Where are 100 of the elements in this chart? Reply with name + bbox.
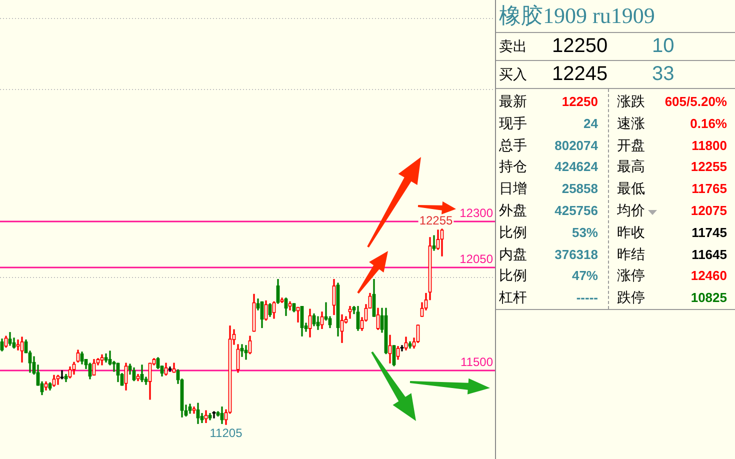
candlestick xyxy=(56,374,60,385)
candlestick xyxy=(384,308,388,354)
candlestick xyxy=(116,362,120,382)
text: 605/5.20% xyxy=(664,94,727,109)
candlestick xyxy=(240,344,244,357)
candlestick xyxy=(312,313,316,326)
candlestick xyxy=(204,410,208,424)
text: 涨跌 xyxy=(617,93,645,111)
candlestick xyxy=(332,278,336,316)
text: 53% xyxy=(572,224,598,240)
candlestick xyxy=(188,404,192,414)
candlestick xyxy=(112,360,116,372)
candlestick xyxy=(340,314,344,343)
text: 33 xyxy=(652,63,674,86)
candlestick xyxy=(100,354,104,366)
candlestick xyxy=(268,303,272,317)
text: 12250 xyxy=(562,94,598,109)
candlestick xyxy=(280,298,284,303)
candlestick xyxy=(296,306,300,322)
text: 比例 xyxy=(499,224,527,242)
candlestick xyxy=(124,362,128,390)
candlestick xyxy=(164,362,168,376)
text: 24 xyxy=(584,116,598,131)
candlestick xyxy=(132,367,136,382)
candlestick xyxy=(64,374,68,382)
candlestick xyxy=(104,353,108,363)
candlestick xyxy=(388,334,392,364)
candlestick xyxy=(252,294,256,332)
text: 10825 xyxy=(690,290,727,306)
candlestick xyxy=(76,350,80,363)
text: 昨收 xyxy=(617,224,645,242)
text: 11765 xyxy=(692,181,727,196)
text: 11800 xyxy=(692,138,727,153)
candlestick xyxy=(52,374,56,387)
candlestick xyxy=(260,301,264,328)
candlestick xyxy=(92,359,96,376)
candlestick xyxy=(336,282,340,336)
candlestick xyxy=(88,362,92,380)
candlestick xyxy=(320,312,324,329)
candlestick xyxy=(400,345,404,352)
text: 12250 xyxy=(552,35,608,58)
text: 涨停 xyxy=(617,267,645,286)
candlestick xyxy=(48,382,52,390)
text: 现手 xyxy=(499,114,527,133)
candlestick xyxy=(284,298,288,316)
candlestick xyxy=(248,336,252,354)
text: 开盘 xyxy=(617,136,645,155)
text: ----- xyxy=(576,290,598,306)
candlestick xyxy=(356,306,360,331)
text: 11645 xyxy=(692,246,727,262)
text: 11745 xyxy=(692,224,727,240)
text: 持仓 xyxy=(499,158,527,176)
candlestick xyxy=(136,374,140,382)
text: 杠杆 xyxy=(499,289,527,308)
candlestick xyxy=(212,411,216,418)
candlestick xyxy=(408,341,412,349)
candlestick xyxy=(60,370,64,380)
ref-line-label: 11500 xyxy=(460,354,494,369)
text: 25858 xyxy=(562,181,598,196)
text: 跌停 xyxy=(617,289,645,308)
candlestick xyxy=(272,301,276,319)
candlestick xyxy=(316,316,320,330)
candlestick xyxy=(432,235,436,251)
candlestick xyxy=(308,308,312,338)
text: 橡胶1909 ru1909 xyxy=(496,0,735,33)
text: 最新 xyxy=(499,93,527,111)
ref-line-label: 12050 xyxy=(460,252,494,266)
candlestick xyxy=(4,336,8,348)
text: 802074 xyxy=(554,138,598,153)
text: 均价 xyxy=(617,202,645,220)
candlestick xyxy=(396,346,400,360)
text: 425756 xyxy=(554,203,598,218)
text: 内盘 xyxy=(499,246,527,264)
text: 12460 xyxy=(690,268,727,284)
candlestick xyxy=(376,308,380,330)
candlestick xyxy=(156,357,160,370)
candlestick xyxy=(404,336,408,350)
candlestick xyxy=(292,303,296,312)
candlestick xyxy=(20,336,24,363)
text: 总手 xyxy=(499,136,527,155)
candlestick xyxy=(244,345,248,360)
candlestick xyxy=(172,362,176,373)
text: 速涨 xyxy=(617,114,645,133)
ref-line-label: 12300 xyxy=(460,206,494,220)
candlestick xyxy=(192,406,196,414)
text: 日增 xyxy=(499,180,527,198)
candlestick xyxy=(288,301,292,310)
candlestick xyxy=(264,300,268,321)
candlestick xyxy=(372,278,376,317)
candlestick xyxy=(236,344,240,373)
candlestick xyxy=(8,332,12,346)
text: 376318 xyxy=(554,246,598,262)
candlestick xyxy=(392,345,396,366)
text: 47% xyxy=(572,268,598,284)
annotation: 11205 xyxy=(210,426,243,440)
candlestick xyxy=(0,338,4,352)
candlestick xyxy=(168,366,172,372)
text: 外盘 xyxy=(499,202,527,220)
candlestick xyxy=(44,381,48,390)
text: 比例 xyxy=(499,267,527,286)
